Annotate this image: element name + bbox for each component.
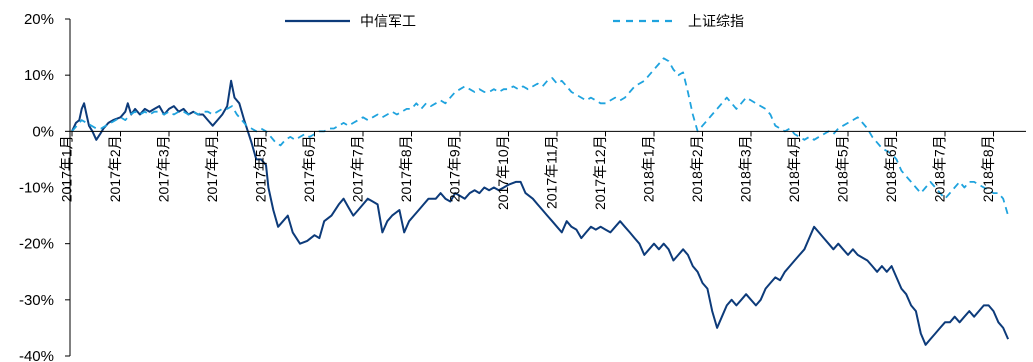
y-tick-label: 10%: [24, 67, 54, 84]
chart-legend: 中信军工 上证综指: [285, 13, 744, 29]
x-tick-label: 2018年5月: [835, 135, 851, 202]
x-tick-label: 2018年8月: [980, 135, 996, 202]
x-axis: 2017年1月 2017年2月 2017年3月 2017年4月 2017年5月 2017年…: [59, 131, 996, 210]
x-tick-label: 2018年4月: [786, 135, 802, 202]
x-tick-label: 2017年9月: [447, 135, 463, 202]
x-tick-label: 2017年5月: [253, 135, 269, 202]
x-tick-label: 2018年1月: [641, 135, 657, 202]
x-tick-label: 2018年6月: [883, 135, 899, 202]
legend-label-shanghai: 上证综指: [688, 13, 744, 29]
x-tick-label: 2017年3月: [156, 135, 172, 202]
x-tick-label: 2018年2月: [689, 135, 705, 202]
y-tick-label: -20%: [19, 236, 54, 253]
series-line-shanghai: [71, 57, 1009, 216]
y-tick-label: 0%: [32, 123, 54, 140]
y-tick-label: -30%: [19, 292, 54, 309]
x-tick-label: 2017年2月: [107, 135, 123, 202]
x-tick-label: 2017年10月: [495, 135, 511, 210]
legend-label-military: 中信军工: [360, 13, 416, 29]
y-tick-label: 20%: [24, 11, 54, 28]
x-tick-label: 2017年12月: [592, 135, 608, 210]
x-tick-label: 2017年8月: [398, 135, 414, 202]
x-tick-label: 2017年4月: [204, 135, 220, 202]
legend-item-military: 中信军工: [285, 13, 416, 29]
x-tick-label: 2017年6月: [301, 135, 317, 202]
x-tick-label: 2017年7月: [350, 135, 366, 202]
y-axis: 20% 10% 0% -10% -20% -30% -40%: [19, 11, 70, 362]
x-tick-label: 2018年3月: [738, 135, 754, 202]
series-line-military: [71, 79, 1010, 346]
x-tick-label: 2017年11月: [544, 135, 560, 209]
legend-item-shanghai: 上证综指: [613, 13, 744, 29]
y-tick-label: -10%: [19, 180, 54, 197]
y-tick-label: -40%: [19, 348, 54, 362]
x-tick-label: 2018年7月: [932, 135, 948, 202]
plot-area: [71, 57, 1010, 346]
x-tick-label: 2017年1月: [59, 135, 75, 202]
